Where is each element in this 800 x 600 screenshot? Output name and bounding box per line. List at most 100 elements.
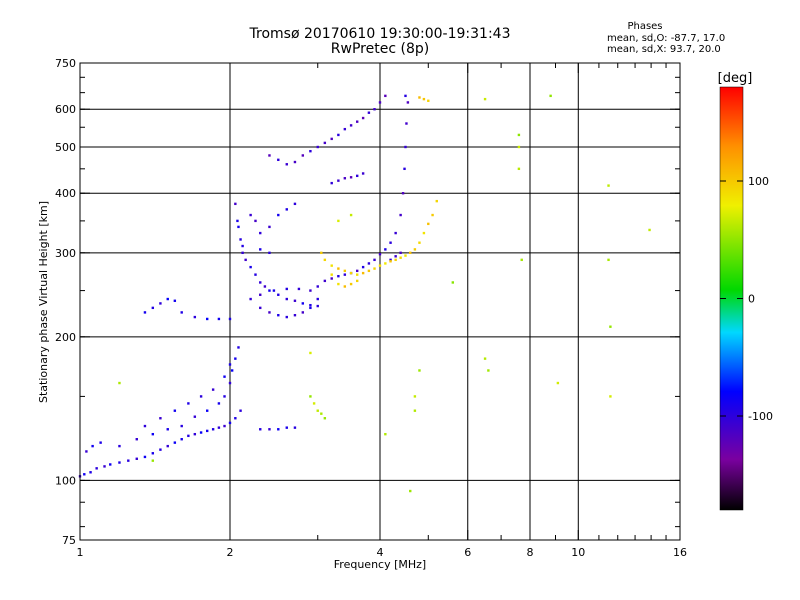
- data-point: [349, 124, 353, 127]
- data-point: [173, 441, 177, 444]
- data-point: [413, 395, 417, 398]
- data-point: [320, 412, 323, 415]
- chart-title: Tromsø 20170610 19:30:00-19:31:43: [249, 26, 511, 42]
- data-point: [285, 208, 288, 211]
- data-point: [349, 282, 353, 286]
- data-point: [277, 213, 280, 217]
- data-point: [293, 299, 297, 302]
- data-point: [205, 429, 209, 433]
- data-point: [316, 145, 319, 149]
- data-point: [384, 94, 387, 98]
- data-point: [118, 381, 121, 385]
- data-point: [151, 459, 155, 462]
- data-point: [361, 271, 365, 275]
- colorbar-tick-label: 100: [748, 175, 769, 188]
- data-point: [520, 258, 523, 262]
- data-point: [237, 225, 240, 229]
- data-point: [193, 415, 197, 418]
- data-point: [223, 395, 226, 398]
- data-point: [234, 357, 237, 360]
- data-point: [378, 101, 382, 104]
- data-point: [355, 273, 359, 276]
- data-point: [199, 431, 203, 434]
- data-point: [173, 409, 177, 412]
- data-point: [343, 177, 347, 180]
- data-point: [323, 258, 327, 262]
- data-point: [418, 369, 421, 372]
- data-point: [367, 262, 371, 265]
- data-point: [249, 297, 252, 301]
- data-point: [384, 248, 387, 251]
- data-point: [607, 184, 610, 187]
- data-point: [99, 441, 102, 444]
- data-point: [223, 375, 226, 378]
- data-point: [249, 265, 252, 269]
- data-point: [254, 273, 257, 276]
- data-point: [103, 465, 106, 468]
- data-point: [180, 424, 183, 428]
- data-point: [343, 269, 347, 273]
- data-point: [228, 381, 232, 385]
- y-tick-label: 400: [55, 187, 76, 200]
- data-point: [268, 154, 271, 157]
- data-point: [241, 244, 244, 248]
- data-point: [355, 269, 359, 273]
- data-point: [259, 281, 262, 284]
- data-point: [285, 315, 288, 319]
- data-point: [609, 395, 612, 398]
- data-point: [549, 94, 552, 98]
- data-point: [237, 346, 240, 349]
- x-axis-label: Frequency [MHz]: [334, 558, 426, 571]
- data-point: [211, 388, 215, 391]
- data-point: [487, 369, 490, 372]
- data-point: [85, 450, 88, 453]
- data-point: [349, 213, 353, 217]
- data-point: [312, 402, 316, 405]
- colorbar-tick-label: 0: [748, 293, 755, 306]
- data-point: [343, 285, 347, 288]
- data-point: [409, 251, 412, 255]
- data-point: [228, 363, 232, 366]
- data-point: [316, 304, 319, 308]
- data-point: [173, 299, 177, 302]
- data-point: [89, 471, 92, 474]
- data-point: [118, 444, 121, 448]
- data-point: [330, 273, 333, 276]
- colorbar-label: [deg]: [718, 71, 753, 86]
- colorbar-tick-label: -100: [748, 410, 773, 423]
- data-point: [343, 273, 347, 276]
- data-point: [409, 489, 412, 493]
- data-point: [277, 158, 280, 162]
- x-tick-label: 2: [227, 546, 234, 559]
- data-point: [517, 133, 521, 137]
- data-point: [234, 202, 237, 206]
- chart-subtitle: RwPretec (8p): [330, 41, 430, 57]
- data-point: [239, 238, 242, 241]
- data-point: [293, 313, 297, 317]
- data-point: [193, 315, 197, 319]
- data-point: [422, 231, 426, 235]
- data-point: [239, 409, 242, 412]
- data-point: [337, 282, 340, 286]
- data-point: [427, 99, 430, 102]
- data-point: [234, 417, 237, 420]
- data-point: [293, 202, 297, 206]
- y-tick-label: 200: [55, 331, 76, 344]
- data-point: [263, 285, 267, 288]
- data-point: [151, 306, 155, 310]
- data-point: [91, 444, 94, 448]
- data-point: [285, 287, 288, 291]
- data-point: [268, 311, 271, 314]
- data-point: [187, 402, 190, 405]
- data-point: [285, 297, 288, 301]
- data-point: [285, 163, 288, 166]
- x-tick-label: 4: [377, 546, 384, 559]
- data-point: [109, 463, 112, 466]
- data-point: [277, 293, 280, 296]
- data-point: [293, 160, 297, 164]
- data-point: [389, 258, 392, 262]
- data-point: [254, 219, 257, 223]
- y-tick-label: 600: [55, 103, 76, 116]
- data-point: [413, 409, 417, 412]
- data-point: [367, 269, 371, 273]
